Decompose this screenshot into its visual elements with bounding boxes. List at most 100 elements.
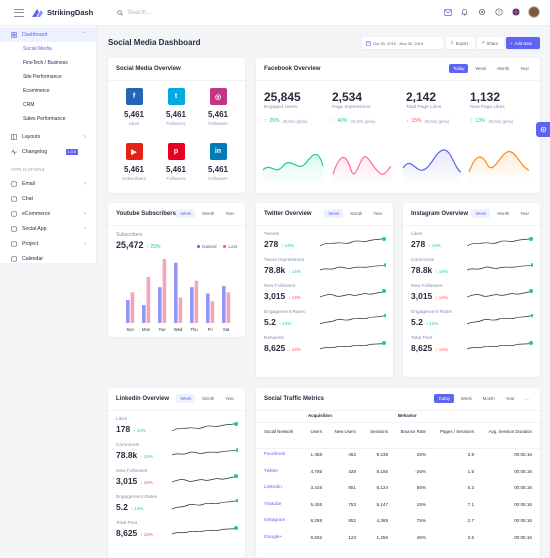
- tab-week[interactable]: Week: [460, 396, 472, 401]
- stat-change: ↑ 14%: [133, 428, 146, 433]
- help-icon[interactable]: ?: [494, 8, 503, 17]
- table-cell: 00:05:16: [514, 534, 532, 540]
- avatar[interactable]: [528, 6, 540, 18]
- search-input[interactable]: Search...: [127, 9, 152, 16]
- sidebar-subitem[interactable]: Social Media: [23, 46, 52, 52]
- sidebar-subitem[interactable]: Ecommerce: [23, 88, 50, 94]
- more-options-button[interactable]: ...: [525, 396, 529, 401]
- tab-week[interactable]: Week: [471, 209, 491, 218]
- sidebar-item-app[interactable]: Project ›: [0, 236, 96, 251]
- menu-toggle-icon[interactable]: [14, 8, 24, 17]
- tab-week[interactable]: Week: [324, 209, 344, 218]
- dashboard-icon: [11, 31, 17, 38]
- stat-row: Comments 78.8k ↑ 14%: [411, 258, 473, 275]
- sidebar-item-app[interactable]: eCommerce ›: [0, 206, 96, 221]
- stat-sparkline: [171, 498, 240, 516]
- social-network-link[interactable]: Linkedin: [264, 485, 282, 490]
- chevron-right-icon: ›: [84, 180, 86, 187]
- stat-value: 8,625: [264, 343, 286, 353]
- stat-label: Comments: [116, 443, 140, 448]
- tab-month[interactable]: Month: [202, 211, 215, 216]
- social-network-link[interactable]: Youtube: [264, 501, 282, 507]
- customizer-toggle[interactable]: [536, 122, 550, 137]
- legend-lost: Lost: [223, 244, 237, 249]
- share-label: Share: [486, 40, 499, 46]
- tab-today[interactable]: Today: [448, 64, 469, 73]
- social-network-link[interactable]: Instagram: [264, 518, 286, 523]
- tab-month[interactable]: Month: [497, 211, 510, 216]
- sidebar-item-app[interactable]: Social App ›: [0, 221, 96, 236]
- stat-change: ↑ 14%: [425, 321, 439, 326]
- tab-year[interactable]: Year: [225, 211, 234, 216]
- export-button[interactable]: ⇩ Export: [446, 37, 475, 49]
- social-network-link[interactable]: Twitter: [264, 468, 279, 474]
- sidebar-subitem[interactable]: FineTech / Business: [23, 60, 68, 66]
- facebook-metric: 25,845 Engaged Users ↑ 25% 20,641 (prev): [264, 90, 330, 124]
- card-title: Twitter Overview: [264, 211, 312, 217]
- tab-month[interactable]: Month: [497, 66, 510, 71]
- tab-week[interactable]: Week: [176, 394, 196, 403]
- language-flag-icon[interactable]: [511, 8, 520, 17]
- share-button[interactable]: ↗ Share: [477, 37, 504, 49]
- stat-sparkline: [319, 313, 388, 331]
- table-cell: 2.7: [467, 518, 474, 523]
- pinterest-icon[interactable]: p: [167, 143, 185, 160]
- sidebar-item-changelog[interactable]: Changelog 1.0.0: [0, 144, 96, 159]
- card-title: Linkedin Overview: [116, 396, 170, 402]
- table-cell: 851: [348, 485, 356, 490]
- card-title: Social Traffic Metrics: [264, 396, 325, 402]
- instagram-icon[interactable]: ◎: [209, 88, 227, 105]
- social-stat: p 5,461 Followers: [154, 143, 198, 181]
- facebook-metric: 2,534 Page Impressions ↑ 40% 20,641 (prev): [332, 90, 398, 124]
- tab-month[interactable]: Month: [202, 396, 215, 401]
- twitter-icon[interactable]: t: [167, 88, 185, 105]
- search-box[interactable]: Search...: [117, 10, 151, 16]
- sidebar-item-label: Dashboard: [22, 31, 48, 38]
- youtube-icon[interactable]: ▶: [125, 143, 143, 160]
- tab-month[interactable]: Month: [482, 396, 495, 401]
- linkedin-icon[interactable]: in: [209, 143, 227, 160]
- table-cell: 00:05:16: [514, 501, 532, 507]
- social-stat-value: 5,461: [123, 165, 145, 174]
- tab-today[interactable]: Today: [434, 394, 454, 403]
- tab-year[interactable]: Year: [520, 66, 529, 71]
- tab-year[interactable]: Year: [505, 396, 515, 401]
- stat-change: ↑ 14%: [278, 321, 292, 326]
- social-network-link[interactable]: Facebook: [264, 452, 286, 457]
- engaged-users-sparkline: [263, 154, 323, 186]
- sidebar-item-layouts[interactable]: Layouts ›: [0, 129, 96, 144]
- metric-value: 1,132: [470, 90, 501, 104]
- tab-year[interactable]: Year: [373, 211, 382, 216]
- facebook-metric: 1,132 New Page Likes ↑ 13% 20,641 (prev): [470, 90, 536, 124]
- app-logo[interactable]: StrikingDash: [31, 8, 93, 18]
- tab-year[interactable]: Year: [520, 211, 529, 216]
- stat-row: Tweets 278 ↑ 14%: [264, 232, 326, 249]
- stat-label: New Followers: [264, 284, 296, 289]
- sidebar-item-label: Chat: [22, 195, 33, 202]
- add-new-button[interactable]: + Add New: [506, 37, 540, 49]
- sidebar-item-dashboard[interactable]: Dashboard ⌃: [0, 27, 96, 42]
- tab-year[interactable]: Year: [225, 396, 234, 401]
- sidebar-item-app[interactable]: Email ›: [0, 176, 96, 191]
- bell-icon[interactable]: [460, 8, 469, 17]
- facebook-icon[interactable]: f: [125, 88, 143, 105]
- sidebar-subitem[interactable]: Sales Performance: [23, 116, 66, 122]
- tab-week[interactable]: Week: [176, 209, 196, 218]
- svg-text:?: ?: [497, 10, 500, 15]
- social-stat-label: Likes: [128, 121, 140, 126]
- stat-value: 78.8k: [264, 265, 286, 275]
- mail-icon[interactable]: [443, 8, 452, 17]
- stat-label: Engagement Rates: [411, 310, 453, 315]
- sidebar-item-app[interactable]: Calendar: [0, 251, 96, 266]
- arrow-up-icon: ↑: [130, 506, 135, 511]
- arrow-up-icon: ↑: [264, 118, 267, 124]
- sidebar-subitem[interactable]: Site Performance: [23, 74, 62, 80]
- social-stat-value: 5,461: [165, 110, 187, 119]
- tab-week[interactable]: Week: [475, 66, 487, 71]
- sidebar-item-app[interactable]: Chat: [0, 191, 96, 206]
- sidebar-subitem[interactable]: CRM: [23, 102, 35, 108]
- tab-month[interactable]: Month: [350, 211, 363, 216]
- date-range-picker[interactable]: Oct 30, 2019 - Nov 30, 2019: [362, 37, 443, 49]
- social-network-link[interactable]: Google+: [264, 534, 283, 540]
- settings-icon[interactable]: [477, 8, 486, 17]
